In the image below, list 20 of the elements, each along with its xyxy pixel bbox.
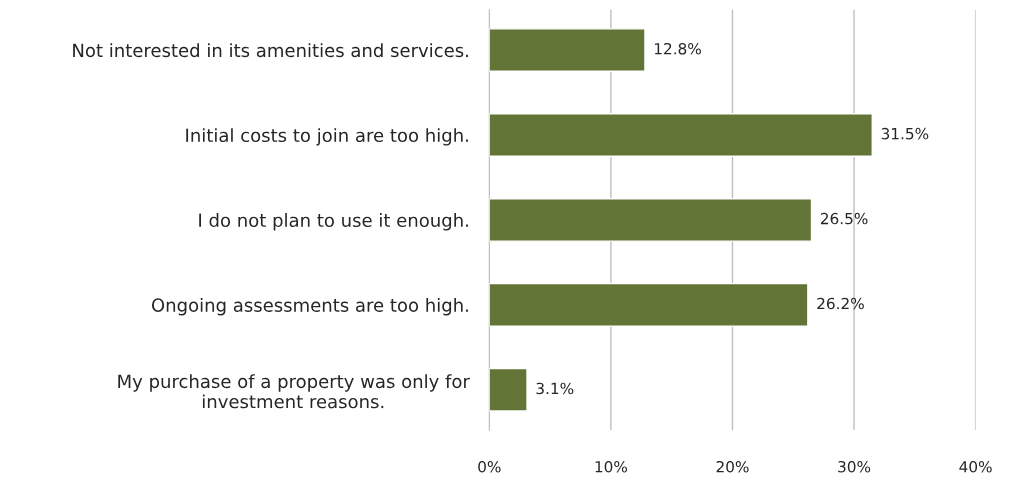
x-tick-label: 10% [595,460,628,473]
bar [489,197,813,242]
bar [489,28,646,72]
y-tick-label: My purchase of a property was only for investment reasons. [118,374,470,409]
y-tick-label: I do not plan to use it enough. [199,213,468,231]
y-tick-label: Initial costs to join are too high. [186,128,468,146]
x-tick-label: 0% [478,460,501,473]
y-tick-label: Not interested in its amenities and services. [73,43,468,58]
y-tick-label: Ongoing assessments are too high. [151,297,468,316]
x-tick-label: 40% [959,460,992,473]
x-tick-label: 30% [838,460,871,473]
bar [489,113,873,157]
data-label: 3.1% [536,382,574,395]
bar [489,282,809,327]
data-label: 26.5% [820,212,868,225]
bar [489,367,528,412]
data-label: 12.8% [654,42,701,55]
x-tick-label: 20% [716,460,749,473]
data-label: 31.5% [881,127,929,140]
data-label: 26.2% [817,297,864,310]
